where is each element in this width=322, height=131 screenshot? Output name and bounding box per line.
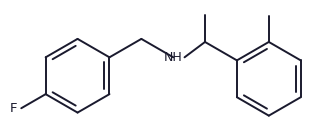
Text: F: F — [10, 102, 17, 115]
Text: NH: NH — [164, 51, 183, 64]
